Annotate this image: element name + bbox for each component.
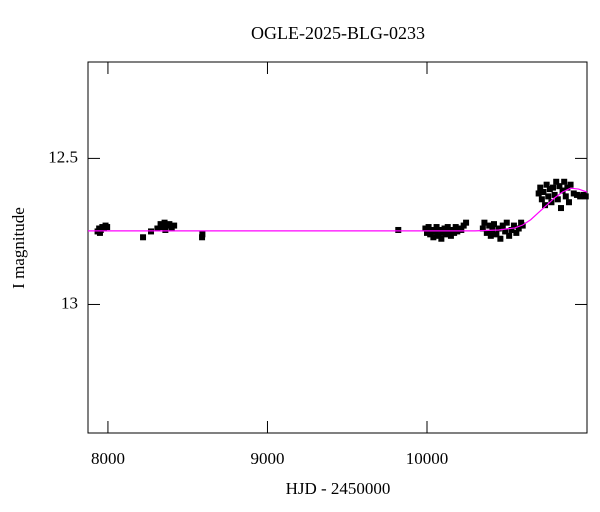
data-point — [550, 184, 557, 191]
data-point — [486, 222, 493, 229]
data-point — [497, 235, 504, 242]
data-point — [559, 187, 566, 194]
data-point — [435, 232, 442, 239]
data-point — [554, 196, 561, 203]
data-point — [443, 231, 450, 238]
data-point — [546, 186, 553, 193]
data-point — [444, 224, 451, 231]
x-tick-label: 8000 — [91, 449, 125, 468]
x-tick-label: 10000 — [406, 449, 449, 468]
data-point — [502, 228, 509, 235]
data-point — [545, 193, 552, 200]
data-point — [556, 183, 563, 190]
data-point — [428, 226, 435, 233]
data-point — [447, 232, 454, 239]
data-point — [562, 193, 569, 200]
data-point — [395, 226, 402, 233]
data-point — [551, 191, 558, 198]
data-point — [510, 222, 517, 229]
plot-frame — [87, 61, 588, 434]
data-point — [542, 202, 549, 209]
data-point — [570, 190, 577, 197]
model-curve — [88, 187, 587, 232]
data-point — [503, 219, 510, 226]
data-point — [537, 184, 544, 191]
data-point — [565, 199, 572, 206]
data-point — [564, 184, 571, 191]
data-point — [487, 232, 494, 239]
data-point — [483, 229, 490, 236]
data-point — [577, 193, 584, 200]
data-point — [423, 229, 430, 236]
data-point — [561, 178, 568, 185]
data-point — [553, 178, 560, 185]
data-point — [490, 221, 497, 228]
data-point — [535, 190, 542, 197]
data-point — [540, 188, 547, 195]
data-point — [441, 225, 448, 232]
data-point — [499, 222, 506, 229]
data-point — [438, 235, 445, 242]
data-point — [451, 229, 458, 236]
data-point — [154, 225, 161, 232]
data-point — [452, 224, 459, 231]
data-point — [513, 229, 520, 236]
x-axis-label: HJD - 2450000 — [286, 479, 391, 498]
x-tick-label: 9000 — [250, 449, 284, 468]
data-point — [162, 226, 169, 233]
y-tick-label: 12.5 — [48, 147, 78, 166]
data-point — [422, 225, 429, 232]
data-point — [538, 196, 545, 203]
data-point — [439, 229, 446, 236]
data-point — [171, 222, 178, 229]
data-point — [548, 199, 555, 206]
data-point — [430, 234, 437, 241]
data-point — [199, 231, 206, 238]
data-point — [495, 225, 502, 232]
data-point — [557, 205, 564, 212]
data-point — [140, 234, 147, 241]
data-point — [433, 224, 440, 231]
data-point — [104, 224, 111, 231]
data-point — [543, 181, 550, 188]
y-tick-label: 13 — [61, 293, 78, 312]
data-point — [493, 231, 500, 238]
data-point — [515, 225, 522, 232]
data-point — [436, 226, 443, 233]
data-point — [582, 193, 589, 200]
data-point — [573, 191, 580, 198]
y-axis-label: I magnitude — [9, 207, 28, 289]
data-point — [508, 226, 515, 233]
data-point — [481, 219, 488, 226]
data-point — [463, 219, 470, 226]
data-point — [479, 225, 486, 232]
data-point — [425, 224, 432, 231]
data-point — [458, 226, 465, 233]
data-point — [567, 181, 574, 188]
data-point — [506, 232, 513, 239]
data-point — [427, 231, 434, 238]
data-point — [166, 221, 173, 228]
chart-title: OGLE-2025-BLG-0233 — [251, 23, 425, 43]
